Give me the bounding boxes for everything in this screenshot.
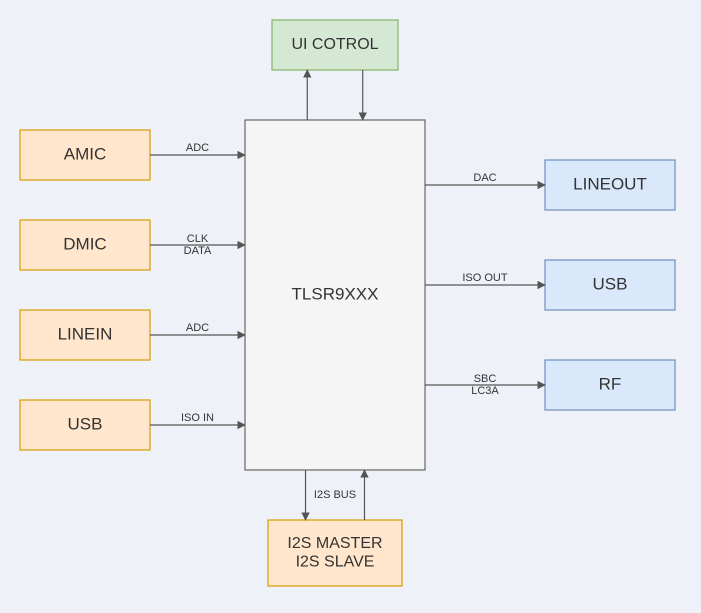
output-lineout-label: LINEOUT (573, 174, 647, 193)
input-dmic-label: DMIC (63, 234, 106, 253)
conn-label-rf-0: SBC (474, 373, 497, 385)
conn-label-lineout: DAC (473, 172, 496, 184)
center-tlsr9xxx-label: TLSR9XXX (292, 284, 379, 303)
input-usb-in-label: USB (68, 414, 103, 433)
output-rf-label: RF (599, 374, 622, 393)
i2s-master-slave-label-1: I2S SLAVE (296, 553, 375, 570)
conn-label-rf-1: LC3A (471, 385, 499, 397)
input-linein-label: LINEIN (58, 324, 113, 343)
output-usb-out-label: USB (593, 274, 628, 293)
conn-label-linein: ADC (186, 322, 209, 334)
i2s-bus-label: I2S BUS (314, 489, 356, 501)
conn-label-usb-out: ISO OUT (462, 272, 508, 284)
conn-label-dmic-0: CLK (187, 233, 209, 245)
ui-control-label: UI COTROL (291, 36, 378, 53)
input-amic-label: AMIC (64, 144, 107, 163)
conn-label-amic: ADC (186, 142, 209, 154)
conn-label-usb-in: ISO IN (181, 412, 214, 424)
i2s-master-slave-label-0: I2S MASTER (287, 535, 382, 552)
conn-label-dmic-1: DATA (184, 245, 212, 257)
